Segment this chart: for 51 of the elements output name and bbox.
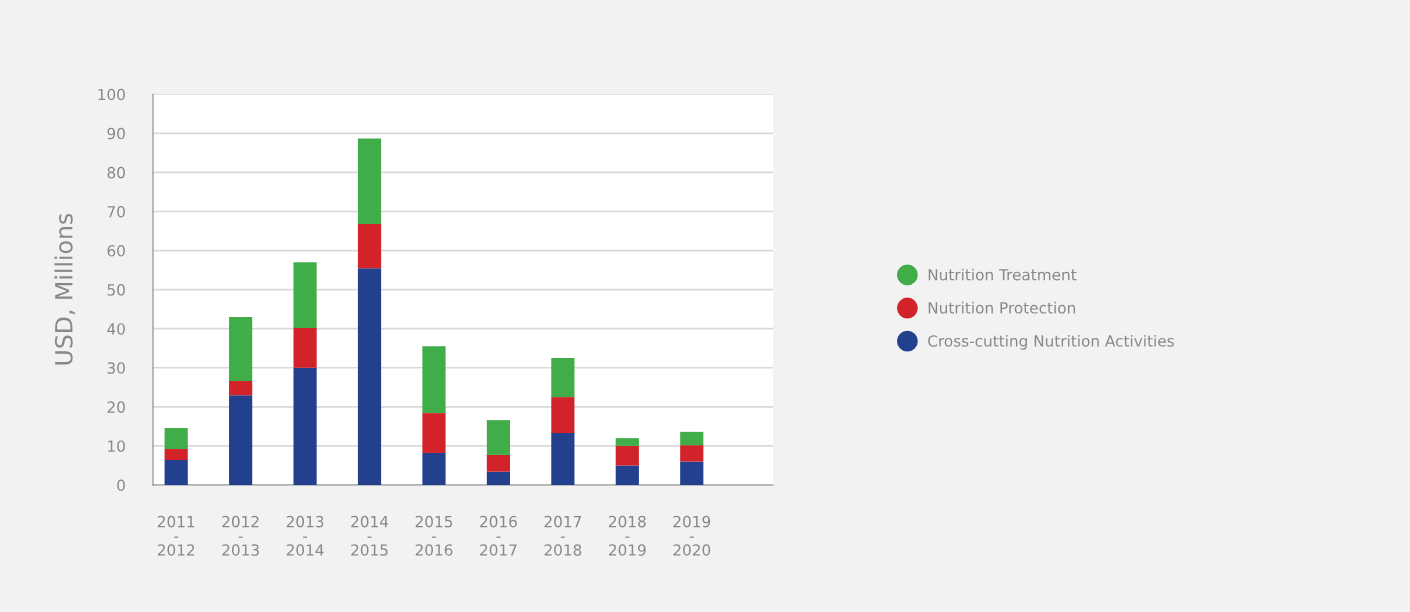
bar	[229, 316, 253, 382]
bar	[680, 461, 704, 486]
bar	[293, 262, 317, 328]
bar	[422, 413, 446, 453]
bar	[357, 268, 382, 486]
bar	[164, 460, 188, 486]
bar	[293, 367, 317, 486]
y-tick-label: 0	[117, 479, 125, 492]
bar	[486, 420, 511, 455]
legend-label: Nutrition Treatment	[928, 268, 1077, 281]
bar	[164, 427, 188, 450]
bar	[229, 381, 253, 396]
y-tick-label: 20	[107, 401, 125, 413]
x-tick-label: 2012 - 2013	[222, 515, 259, 556]
legend-label: Nutrition Protection	[928, 301, 1075, 314]
bar	[357, 223, 382, 269]
y-tick-label: 60	[107, 245, 125, 257]
y-tick-label: 10	[108, 440, 125, 452]
x-tick-label: 2019 - 2020	[673, 515, 711, 556]
x-tick-label: 2016 - 2017	[480, 515, 517, 556]
y-axis-title: USD, Millions	[54, 213, 76, 365]
bar	[293, 327, 317, 368]
bar	[615, 445, 639, 466]
bar	[551, 358, 575, 398]
y-tick-label: 50	[107, 284, 125, 296]
bar	[551, 433, 575, 486]
bar	[422, 452, 446, 486]
bar	[615, 465, 639, 486]
bar	[229, 395, 253, 486]
y-tick-label: 100	[98, 88, 125, 101]
y-tick-label: 90	[107, 127, 125, 140]
bar	[551, 397, 575, 434]
bar	[164, 449, 188, 460]
bar	[357, 138, 382, 224]
x-tick-label: 2014 - 2015	[351, 515, 389, 556]
bar	[486, 454, 511, 472]
y-tick-label: 80	[107, 166, 125, 179]
bar	[486, 471, 511, 486]
bar	[680, 445, 704, 462]
y-tick-label: 30	[107, 362, 125, 374]
x-tick-label: 2018 - 2019	[608, 515, 646, 556]
x-tick-label: 2017 - 2018	[544, 515, 582, 556]
x-tick-label: 2015 - 2016	[415, 515, 453, 556]
x-tick-label: 2013 - 2014	[286, 515, 324, 556]
bar	[615, 438, 639, 446]
bar	[422, 346, 446, 414]
x-tick-label: 2011 - 2012	[157, 515, 195, 556]
bar	[680, 431, 704, 446]
y-tick-label: 70	[107, 205, 125, 218]
y-tick-label: 40	[107, 323, 125, 335]
legend-label: Cross-cutting Nutrition Activities	[928, 334, 1174, 350]
